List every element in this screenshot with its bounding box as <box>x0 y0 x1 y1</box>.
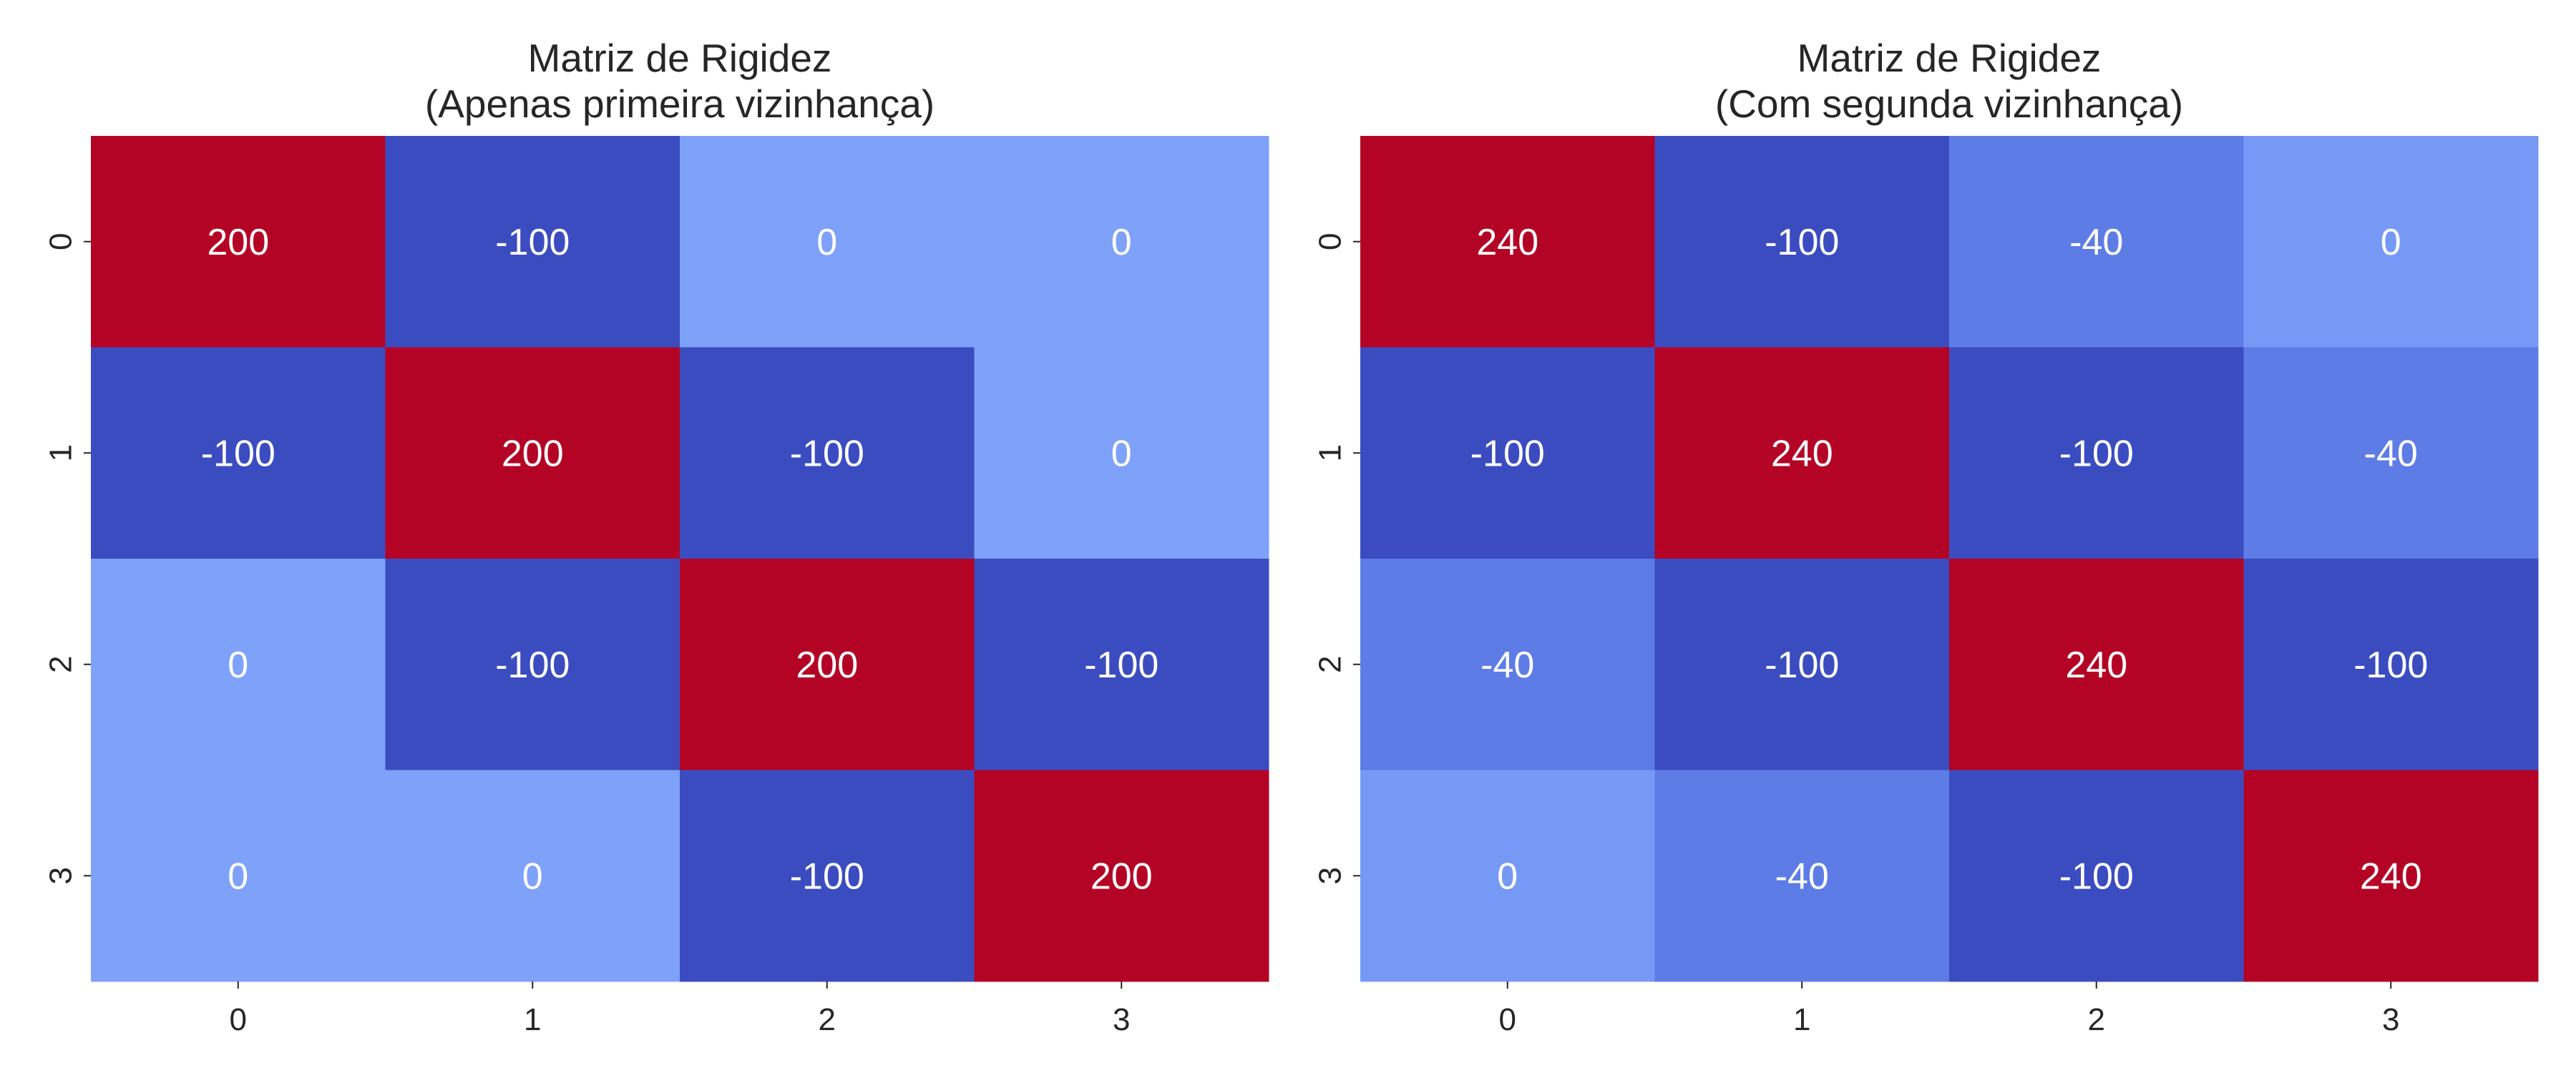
heatmap-cell-r1-c2 <box>680 347 975 559</box>
heatmap-cell-r0-c0 <box>91 136 386 348</box>
heatmap-cell-r0-c3 <box>974 136 1269 348</box>
y-tick-label: 3 <box>44 867 79 884</box>
y-tick-label: 3 <box>1313 867 1348 884</box>
cell-value-label: 0 <box>1111 222 1132 263</box>
heatmap-cell-r2-c3 <box>2243 559 2539 770</box>
cell-value-label: -40 <box>2069 222 2123 263</box>
heatmap-cell-r3-c0 <box>1360 770 1655 982</box>
cell-value-label: 0 <box>1497 856 1518 897</box>
cell-value-label: 0 <box>522 856 543 897</box>
y-tick-label: 2 <box>1313 656 1348 673</box>
cell-value-label: 200 <box>1091 856 1153 897</box>
cell-value-label: -100 <box>495 645 570 686</box>
heatmap-cell-r1-c0 <box>91 347 386 559</box>
heatmap-cell-r3-c1 <box>1654 770 1950 982</box>
cell-value-label: -100 <box>1765 222 1839 263</box>
heatmap-cell-r2-c0 <box>91 559 386 770</box>
heatmap-cell-r1-c1 <box>1654 347 1950 559</box>
chart-title-line-1: Matriz de Rigidez <box>528 36 832 80</box>
y-tick-label: 1 <box>44 444 79 461</box>
cell-value-label: 200 <box>796 645 858 686</box>
heatmap-cell-r2-c3 <box>974 559 1269 770</box>
cell-value-label: 0 <box>1111 433 1132 474</box>
heatmap-cell-r2-c2 <box>680 559 975 770</box>
cell-value-label: -100 <box>790 856 864 897</box>
x-tick-label: 2 <box>819 1002 836 1037</box>
cell-value-label: -100 <box>495 222 570 263</box>
cell-value-label: -100 <box>2059 433 2134 474</box>
cell-value-label: 240 <box>1771 433 1833 474</box>
heatmap-cell-r3-c2 <box>1949 770 2244 982</box>
cell-value-label: 240 <box>2360 856 2422 897</box>
cell-value-label: -100 <box>2353 645 2428 686</box>
heatmap-cell-r1-c3 <box>2243 347 2539 559</box>
cell-value-label: 200 <box>207 222 269 263</box>
heatmap-cell-r2-c2 <box>1949 559 2244 770</box>
x-tick-label: 0 <box>230 1002 247 1037</box>
cell-value-label: 0 <box>228 856 248 897</box>
x-tick-label: 1 <box>1793 1002 1810 1037</box>
cell-value-label: -40 <box>2364 433 2418 474</box>
heatmap-cell-r3-c0 <box>91 770 386 982</box>
heatmap-cell-r2-c0 <box>1360 559 1655 770</box>
cell-value-label: -100 <box>2059 856 2134 897</box>
heatmap-cell-r0-c2 <box>680 136 975 348</box>
y-tick-label: 1 <box>1313 444 1348 461</box>
cell-value-label: -40 <box>1480 645 1534 686</box>
heatmap-panel-1: Matriz de Rigidez(Apenas primeira vizinh… <box>44 36 1269 1037</box>
heatmap-cell-r3-c1 <box>385 770 680 982</box>
heatmap-cell-r3-c3 <box>2243 770 2539 982</box>
heatmap-cell-r2-c1 <box>1654 559 1950 770</box>
heatmap-cell-r0-c1 <box>1654 136 1950 348</box>
cell-value-label: -100 <box>790 433 864 474</box>
cell-value-label: 0 <box>816 222 837 263</box>
heatmap-cell-r1-c3 <box>974 347 1269 559</box>
cell-value-label: 200 <box>502 433 564 474</box>
heatmap-panel-2: Matriz de Rigidez(Com segunda vizinhança… <box>1313 36 2539 1037</box>
cell-value-label: 240 <box>1476 222 1538 263</box>
chart-title-line-2: (Com segunda vizinhança) <box>1715 82 2183 126</box>
heatmap-panels: Matriz de Rigidez(Apenas primeira vizinh… <box>44 36 2539 1037</box>
heatmap-cell-r2-c1 <box>385 559 680 770</box>
heatmap-cell-r0-c1 <box>385 136 680 348</box>
heatmap-cell-r3-c3 <box>974 770 1269 982</box>
cell-value-label: 0 <box>228 645 248 686</box>
heatmap-cell-r3-c2 <box>680 770 975 982</box>
cell-value-label: 240 <box>2065 645 2127 686</box>
cell-value-label: 0 <box>2381 222 2401 263</box>
heatmap-cell-r1-c0 <box>1360 347 1655 559</box>
chart-title-line-1: Matriz de Rigidez <box>1797 36 2102 80</box>
cell-value-label: -100 <box>1084 645 1158 686</box>
heatmap-cell-r1-c1 <box>385 347 680 559</box>
cell-value-label: -40 <box>1775 856 1829 897</box>
chart-title-line-2: (Apenas primeira vizinhança) <box>425 82 935 126</box>
y-tick-label: 0 <box>44 233 79 250</box>
x-tick-label: 1 <box>524 1002 541 1037</box>
x-tick-label: 3 <box>1113 1002 1130 1037</box>
y-tick-label: 2 <box>44 656 79 673</box>
cell-value-label: -100 <box>1470 433 1545 474</box>
heatmap-cell-r1-c2 <box>1949 347 2244 559</box>
cell-value-label: -100 <box>201 433 275 474</box>
heatmap-cell-r0-c3 <box>2243 136 2539 348</box>
y-tick-label: 0 <box>1313 233 1348 250</box>
heatmap-cell-r0-c0 <box>1360 136 1655 348</box>
x-tick-label: 3 <box>2382 1002 2399 1037</box>
cell-value-label: -100 <box>1765 645 1839 686</box>
heatmap-cell-r0-c2 <box>1949 136 2244 348</box>
x-tick-label: 2 <box>2088 1002 2105 1037</box>
x-tick-label: 0 <box>1499 1002 1516 1037</box>
